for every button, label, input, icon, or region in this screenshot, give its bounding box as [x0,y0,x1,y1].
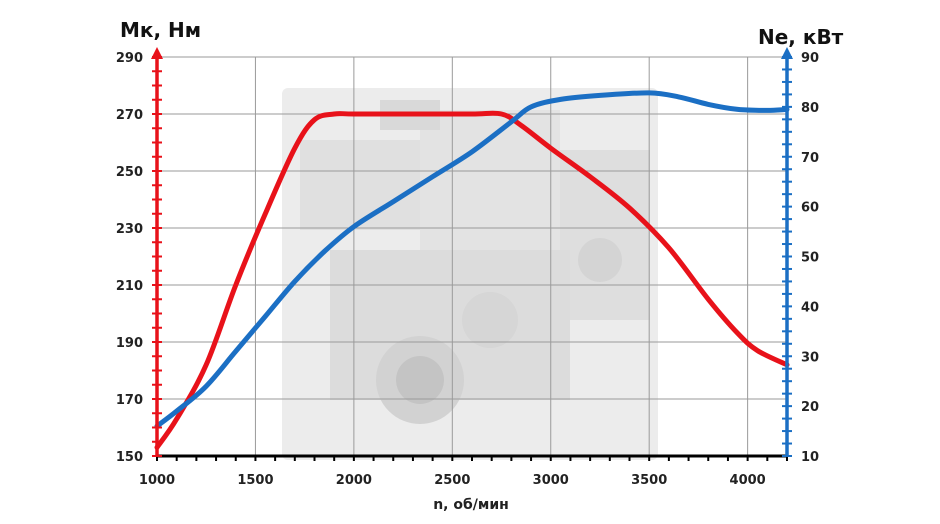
right-tick-label: 30 [801,350,819,365]
right-tick-label: 10 [801,450,819,465]
x-tick-label: 2500 [434,473,470,488]
x-tick-label: 1500 [237,473,273,488]
x-tick-label: 3500 [631,473,667,488]
axes: 1000 1500 2000 2500 3000 3500 4000 150 170 190 210… [116,47,819,488]
right-tick-label: 50 [801,251,819,266]
left-tick-label: 250 [116,165,143,180]
left-tick-label: 150 [116,450,143,465]
right-tick-label: 60 [801,201,819,216]
right-tick-label: 70 [801,151,819,166]
power-curve [154,90,790,429]
x-axis-title: n, об/мин [433,497,509,513]
x-tick-label: 2000 [336,473,372,488]
left-tick-label: 290 [116,51,143,66]
right-tick-label: 40 [801,300,819,315]
left-tick-label: 190 [116,336,143,351]
x-tick-label: 4000 [730,473,766,488]
series-layer [154,90,790,450]
left-tick-label: 170 [116,393,143,408]
right-tick-label: 20 [801,400,819,415]
left-tick-label: 230 [116,222,143,237]
background-engine-image [282,88,658,460]
torque-curve [154,110,790,450]
right-tick-label: 90 [801,51,819,66]
left-tick-label: 270 [116,108,143,123]
right-axis-title: Ne, кВт [758,25,844,49]
x-tick-label: 3000 [533,473,569,488]
x-tick-label: 1000 [139,473,175,488]
left-tick-label: 210 [116,279,143,294]
right-tick-label: 80 [801,101,819,116]
left-axis-title: Мк, Нм [120,18,201,42]
